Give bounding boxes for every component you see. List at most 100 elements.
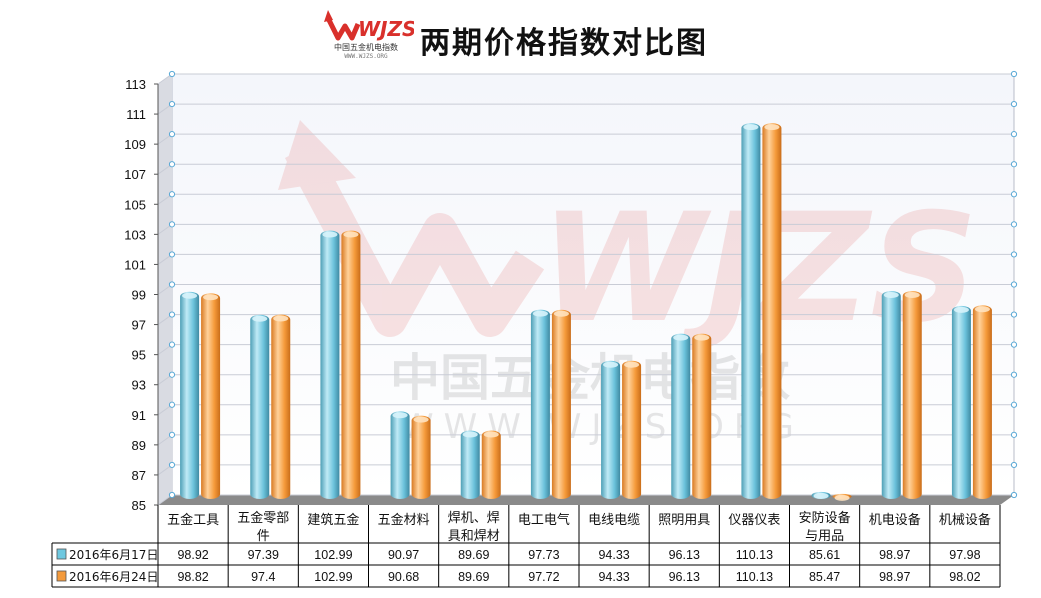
data-label: 90.97 (388, 548, 419, 562)
x-tick-label: 具和焊材 (448, 528, 500, 544)
bar-cap (974, 306, 990, 313)
bar-cap (953, 306, 969, 313)
bar-series1 (320, 230, 340, 499)
bar-cap (182, 292, 198, 299)
y-tick-label: 105 (124, 197, 146, 212)
data-label: 94.33 (598, 548, 629, 562)
data-label: 96.13 (669, 570, 700, 584)
grid-marker-left (168, 341, 176, 348)
data-label: 98.82 (177, 570, 208, 584)
bar-cap (743, 124, 759, 131)
bar-cap (694, 334, 710, 341)
x-tick-label: 五金工具 (167, 512, 219, 528)
x-tick-label: 五金材料 (378, 512, 430, 528)
grid-marker-right (1010, 100, 1018, 108)
grid-marker-left (168, 311, 176, 318)
legend-label: 2016年6月17日 (69, 548, 158, 562)
bar-series1 (951, 305, 971, 499)
grid-marker-right (1010, 311, 1018, 318)
grid-marker-right (1010, 461, 1018, 469)
y-tick-label: 95 (132, 348, 146, 363)
data-label: 97.39 (248, 548, 279, 562)
data-label: 98.97 (879, 570, 910, 584)
logo: WJZS 中国五金机电指数 WWW.WJZS.ORG (318, 6, 416, 64)
x-tick-label: 电工电气 (518, 512, 570, 528)
bar-cap (834, 494, 850, 501)
bar-series2 (411, 415, 431, 499)
grid-marker-right (1010, 161, 1018, 168)
data-label: 97.4 (251, 570, 275, 584)
bar-cap (883, 291, 899, 298)
grid-marker-right (1010, 371, 1018, 378)
grid-marker-left (168, 251, 176, 258)
x-tick-label: 机械设备 (939, 512, 991, 528)
bar-cap (553, 310, 569, 317)
grid-marker-left (168, 281, 176, 288)
bar-series2 (271, 314, 291, 499)
y-tick-label: 87 (132, 468, 146, 483)
bar-cap (603, 361, 619, 368)
bar-cap (813, 492, 829, 499)
grid-marker-right (1010, 70, 1018, 78)
y-tick-label: 93 (132, 378, 146, 393)
bar-cap (904, 291, 920, 298)
bar-series2 (201, 293, 221, 499)
grid-marker-left (168, 131, 176, 138)
y-tick-label: 107 (124, 167, 146, 182)
y-tick-label: 89 (132, 438, 146, 453)
grid-marker-left (168, 221, 176, 228)
logo-subtitle: 中国五金机电指数 (334, 43, 398, 52)
y-tick-label: 109 (124, 137, 146, 152)
x-tick-label: 件 (257, 529, 270, 544)
y-tick-label: 101 (124, 257, 146, 272)
grid-marker-right (1010, 401, 1018, 408)
bar-cap (273, 315, 289, 322)
y-tick-label: 85 (132, 498, 146, 513)
chart-title: 两期价格指数对比图 (420, 26, 708, 61)
bar-series2 (762, 123, 782, 499)
y-tick-label: 91 (132, 408, 146, 423)
x-tick-label: 安防设备 (799, 510, 851, 526)
data-label: 90.68 (388, 570, 419, 584)
x-tick-label: 仪器仪表 (728, 513, 780, 528)
data-label: 89.69 (458, 548, 489, 562)
data-label: 96.13 (669, 548, 700, 562)
bar-series1 (250, 314, 270, 499)
data-label: 98.02 (949, 570, 980, 584)
data-label: 98.92 (177, 548, 208, 562)
y-tick-label: 99 (132, 288, 146, 303)
legend-label: 2016年6月24日 (69, 570, 158, 584)
bar-cap (532, 310, 548, 317)
bar-series2 (902, 290, 922, 499)
bar-series2 (622, 360, 642, 499)
bar-series2 (972, 305, 992, 499)
grid-marker-right (1010, 251, 1018, 258)
bar-cap (322, 231, 338, 238)
grid-marker-left (168, 70, 176, 78)
data-label: 102.99 (314, 548, 352, 562)
x-tick-label: 机电设备 (869, 512, 921, 528)
bar-series1 (390, 411, 410, 499)
grid-marker-left (168, 491, 176, 499)
y-tick-label: 111 (126, 107, 146, 122)
grid-marker-left (168, 371, 176, 378)
bar-cap (343, 231, 359, 238)
bar-series2 (481, 430, 501, 499)
grid-marker-right (1010, 131, 1018, 138)
y-tick-label: 97 (132, 318, 146, 333)
bar-cap (392, 412, 408, 419)
grid-marker-left (168, 191, 176, 198)
grid-marker-left (168, 461, 176, 469)
grid-marker-left (168, 401, 176, 408)
x-tick-label: 五金零部 (237, 510, 289, 526)
bar-cap (624, 361, 640, 368)
data-label: 85.47 (809, 570, 840, 584)
x-tick-label: 建筑五金 (307, 512, 359, 528)
bar-series1 (601, 360, 621, 499)
data-label: 94.33 (598, 570, 629, 584)
data-label: 98.97 (879, 548, 910, 562)
grid-marker-right (1010, 221, 1018, 228)
x-tick-label: 电线电缆 (588, 512, 640, 528)
x-tick-label: 与用品 (805, 529, 844, 544)
data-label: 97.72 (528, 570, 559, 584)
